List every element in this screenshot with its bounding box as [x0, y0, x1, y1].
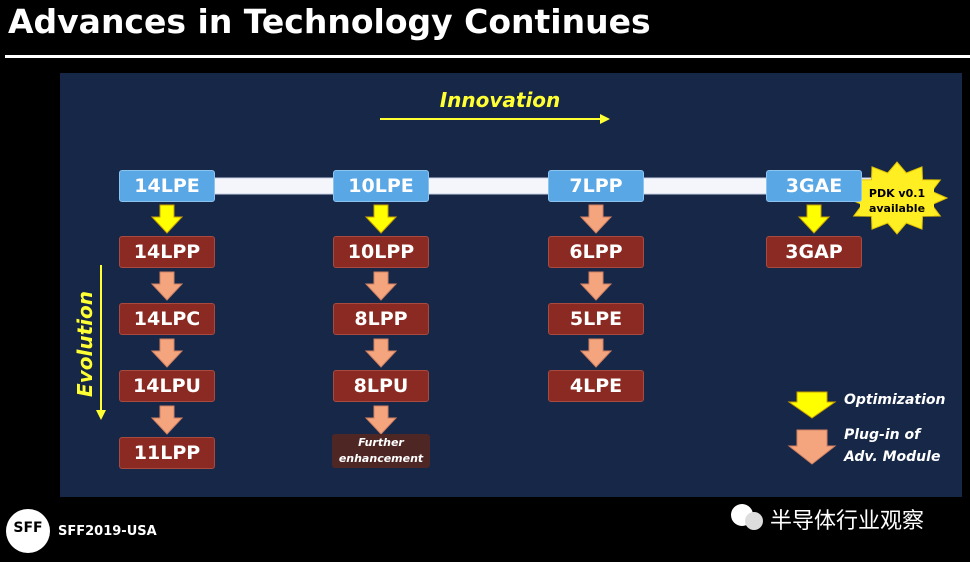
process-head: 14LPE	[119, 170, 215, 202]
arrow	[364, 271, 398, 301]
arrow	[579, 271, 613, 301]
arrow	[364, 338, 398, 368]
process-node: 3GAP	[766, 236, 862, 268]
evolution-label: Evolution	[73, 291, 97, 397]
arrow	[150, 204, 184, 234]
title-rule	[5, 55, 970, 58]
slide-title: Advances in Technology Continues	[8, 2, 651, 41]
arrow	[579, 204, 613, 234]
footer-event: SFF2019-USA	[58, 524, 157, 539]
process-node: 8LPP	[333, 303, 429, 335]
process-node: 10LPP	[333, 236, 429, 268]
arrow	[150, 338, 184, 368]
innovation-label: Innovation	[439, 88, 561, 112]
pdk-badge: PDK v0.1 available	[860, 186, 934, 216]
process-node: 14LPP	[119, 236, 215, 268]
arrow	[150, 271, 184, 301]
panel	[60, 73, 962, 497]
legend-optimization: Optimization	[844, 392, 946, 408]
process-head: 7LPP	[548, 170, 644, 202]
process-node: 8LPU	[333, 370, 429, 402]
arrow	[797, 204, 831, 234]
process-node: 11LPP	[119, 437, 215, 469]
footer-source: 半导体行业观察	[770, 509, 925, 534]
arrow	[364, 204, 398, 234]
process-node: 4LPE	[548, 370, 644, 402]
process-note: Further enhancement	[332, 434, 430, 468]
arrow	[150, 405, 184, 435]
process-head: 10LPE	[333, 170, 429, 202]
process-head: 3GAE	[766, 170, 862, 202]
process-node: 14LPC	[119, 303, 215, 335]
footer-logo: SFF	[13, 520, 43, 536]
process-node: 14LPU	[119, 370, 215, 402]
arrow	[364, 405, 398, 435]
arrow	[579, 338, 613, 368]
legend-plugin: Plug-in of Adv. Module	[844, 427, 941, 465]
process-node: 5LPE	[548, 303, 644, 335]
process-node: 6LPP	[548, 236, 644, 268]
